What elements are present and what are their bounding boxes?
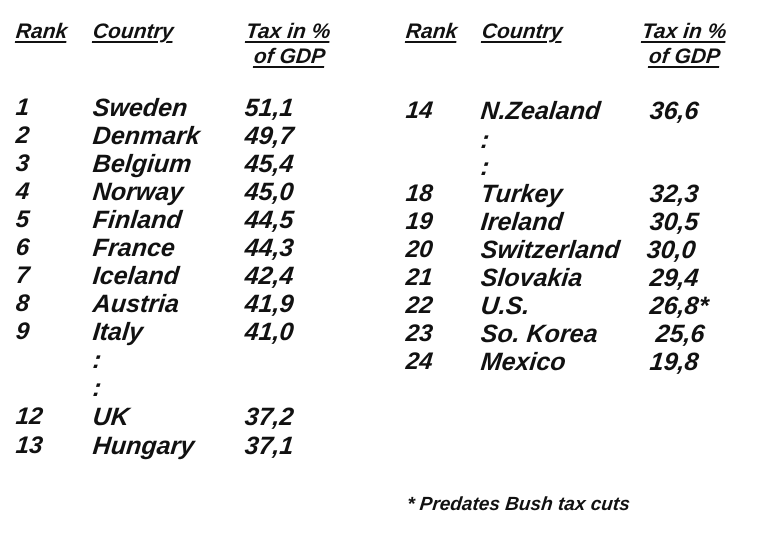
country-cell: Sweden — [91, 94, 189, 122]
ellipsis-cell: : — [91, 346, 103, 374]
country-cell: Slovakia — [479, 264, 584, 292]
rank-cell: 8 — [14, 290, 31, 317]
rank-cell: 13 — [14, 432, 45, 459]
tax-cell: 30,5 — [648, 208, 701, 236]
rank-cell: 4 — [14, 178, 31, 205]
tax-cell: 42,4 — [243, 262, 296, 290]
right-header-tax-line2: of GDP — [647, 45, 722, 68]
country-cell: Turkey — [479, 180, 565, 208]
rank-cell: 20 — [404, 236, 435, 263]
tax-cell: 44,5 — [243, 206, 296, 234]
rank-cell: 7 — [14, 262, 31, 289]
rank-cell: 5 — [14, 206, 31, 233]
left-header-tax-line2: of GDP — [252, 45, 327, 68]
ellipsis-cell: : — [479, 126, 491, 154]
rank-cell: 22 — [404, 292, 435, 319]
country-cell: Ireland — [479, 208, 565, 236]
tax-cell: 25,6 — [654, 320, 707, 348]
rank-cell: 19 — [404, 208, 435, 235]
country-cell: UK — [91, 403, 131, 431]
left-header-rank: Rank — [14, 20, 69, 43]
tax-cell: 37,1 — [243, 432, 296, 460]
tax-cell: 19,8 — [648, 348, 701, 376]
ellipsis-cell: : — [479, 153, 491, 181]
tax-cell: 49,7 — [243, 122, 296, 150]
country-cell: Finland — [91, 206, 184, 234]
tax-cell: 45,0 — [243, 178, 296, 206]
country-cell: Norway — [91, 178, 185, 206]
left-header-country: Country — [91, 20, 175, 43]
right-header-tax-line1: Tax in % — [640, 20, 728, 43]
country-cell: So. Korea — [479, 320, 600, 348]
rank-cell: 6 — [14, 234, 31, 261]
country-cell: Austria — [91, 290, 181, 318]
country-cell: Belgium — [91, 150, 194, 178]
rank-cell: 1 — [14, 94, 31, 121]
tax-cell: 29,4 — [648, 264, 701, 292]
rank-cell: 14 — [404, 97, 435, 124]
rank-cell: 21 — [404, 264, 435, 291]
rank-cell: 9 — [14, 318, 31, 345]
country-cell: Italy — [91, 318, 145, 346]
country-cell: France — [91, 234, 177, 262]
tax-cell: 37,2 — [243, 403, 296, 431]
rank-cell: 12 — [14, 403, 45, 430]
footnote: * Predates Bush tax cuts — [405, 494, 631, 515]
country-cell: Iceland — [91, 262, 181, 290]
rank-cell: 3 — [14, 150, 31, 177]
rank-cell: 2 — [14, 122, 31, 149]
tax-cell: 26,8* — [648, 292, 710, 320]
left-header-tax-line1: Tax in % — [244, 20, 332, 43]
tax-cell: 32,3 — [648, 180, 701, 208]
ellipsis-cell: : — [91, 374, 103, 402]
tax-cell: 51,1 — [243, 94, 296, 122]
right-header-rank: Rank — [404, 20, 459, 43]
country-cell: Hungary — [91, 432, 196, 460]
rank-cell: 24 — [404, 348, 435, 375]
country-cell: Switzerland — [479, 236, 622, 264]
right-header-country: Country — [480, 20, 564, 43]
tax-cell: 36,6 — [648, 97, 701, 125]
tax-cell: 30,0 — [645, 236, 698, 264]
rank-cell: 23 — [404, 320, 435, 347]
tax-cell: 41,9 — [243, 290, 296, 318]
tax-cell: 45,4 — [243, 150, 296, 178]
tax-cell: 41,0 — [243, 318, 296, 346]
tax-cell: 44,3 — [243, 234, 296, 262]
rank-cell: 18 — [404, 180, 435, 207]
country-cell: U.S. — [479, 292, 532, 320]
country-cell: Denmark — [91, 122, 202, 150]
country-cell: N.Zealand — [479, 97, 602, 125]
country-cell: Mexico — [479, 348, 568, 376]
